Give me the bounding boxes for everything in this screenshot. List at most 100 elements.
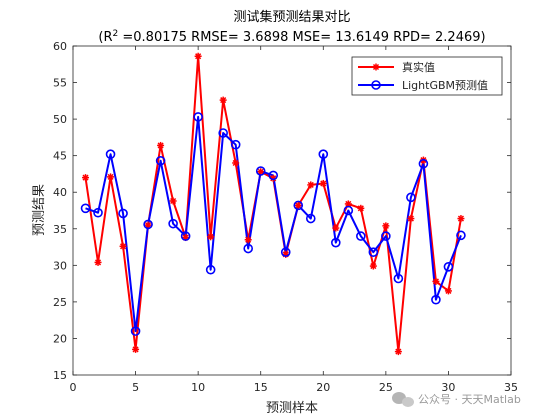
- star-stroke: [157, 142, 164, 149]
- axis-ticks: 0 5 10 15 20 25 30 35 15 20 25 30 35 40 45 50 55 60: [53, 40, 518, 394]
- star-stroke: [382, 222, 389, 229]
- y-tick-label: 50: [53, 113, 67, 126]
- y-tick-label: 30: [53, 259, 67, 272]
- star-stroke: [445, 287, 452, 294]
- data-point-pred: [305, 213, 316, 224]
- data-point-pred: [293, 200, 304, 211]
- data-point-true: [194, 52, 202, 60]
- star-stroke: [220, 97, 227, 104]
- data-point-true: [244, 236, 252, 244]
- star-stroke: [94, 259, 102, 266]
- data-point-true: [394, 348, 402, 356]
- data-point-true: [132, 345, 140, 353]
- data-point-pred: [93, 207, 103, 218]
- legend: 真实值 LightGBM预测值: [351, 56, 503, 96]
- star-stroke: [257, 168, 264, 175]
- data-point-true: [257, 168, 265, 176]
- data-point-pred: [381, 231, 391, 241]
- data-point-pred: [205, 264, 216, 275]
- data-point-true: [219, 96, 227, 104]
- subtitle-metrics: =0.80175 RMSE= 3.6898 MSE= 13.6149 RPD= …: [118, 30, 485, 45]
- x-tick-label: 20: [316, 381, 330, 394]
- chart-subtitle: (R2 =0.80175 RMSE= 3.6898 MSE= 13.6149 R…: [98, 29, 485, 45]
- data-point-true: [157, 141, 165, 149]
- data-point-true: [432, 277, 440, 285]
- x-tick-label: 35: [504, 381, 518, 394]
- star-stroke: [357, 205, 364, 212]
- data-point-true: [144, 221, 152, 229]
- plot-area: [72, 45, 512, 376]
- x-tick-label: 10: [191, 381, 205, 394]
- data-point-true: [407, 215, 415, 223]
- subtitle-r: (R: [98, 30, 112, 45]
- data-point-pred: [105, 149, 116, 160]
- wechat-icon: [392, 392, 414, 407]
- star-stroke: [457, 215, 464, 222]
- y-tick-label: 60: [53, 40, 67, 53]
- legend-marker-pred: [371, 80, 381, 90]
- data-point-pred: [155, 155, 166, 166]
- data-point-pred: [431, 294, 441, 305]
- legend-label-true: 真实值: [402, 60, 435, 74]
- star-stroke: [107, 173, 114, 180]
- data-point-pred: [343, 205, 354, 216]
- y-tick-label: 15: [53, 369, 67, 382]
- star-stroke: [195, 53, 202, 60]
- watermark: 公众号 · 天天Matlab: [392, 392, 521, 407]
- y-tick-label: 55: [53, 77, 67, 90]
- x-tick-label: 5: [132, 381, 139, 394]
- data-point-pred: [268, 170, 279, 181]
- data-point-true: [119, 242, 127, 250]
- data-point-true: [444, 287, 452, 295]
- data-point-pred: [418, 158, 429, 169]
- data-point-pred: [180, 231, 191, 241]
- watermark-text: 公众号 · 天天Matlab: [418, 393, 521, 406]
- data-point-pred: [118, 208, 128, 219]
- legend-marker-true: [372, 63, 380, 71]
- star-stroke: [320, 180, 327, 187]
- data-point-pred: [143, 219, 153, 230]
- legend-star: [372, 63, 380, 71]
- y-tick-label: 25: [53, 296, 67, 309]
- data-point-pred: [280, 247, 291, 257]
- data-point-pred: [406, 192, 416, 203]
- star-stroke: [395, 348, 402, 355]
- data-point-pred: [393, 273, 404, 284]
- data-point-true: [232, 159, 240, 167]
- data-point-pred: [443, 261, 454, 272]
- data-point-pred: [218, 128, 228, 138]
- y-tick-label: 35: [53, 223, 67, 236]
- x-tick-label: 0: [70, 381, 77, 394]
- data-point-true: [169, 197, 177, 205]
- legend-label-pred: LightGBM预测值: [402, 79, 488, 92]
- data-point-pred: [356, 231, 366, 241]
- data-point-true: [369, 262, 377, 270]
- star-stroke: [232, 159, 239, 167]
- y-tick-label: 40: [53, 186, 67, 199]
- data-point-pred: [243, 243, 253, 254]
- data-point-pred: [330, 237, 341, 248]
- star-stroke: [170, 197, 177, 205]
- star-stroke: [295, 202, 302, 209]
- data-point-true: [319, 179, 327, 187]
- y-axis-label: 预测结果: [32, 184, 47, 236]
- star-stroke: [307, 181, 314, 188]
- data-point-true: [357, 204, 365, 212]
- data-point-pred: [318, 149, 329, 160]
- data-point-pred: [168, 218, 178, 229]
- data-point-true: [107, 173, 115, 181]
- star-stroke: [245, 236, 252, 243]
- y-tick-label: 20: [53, 332, 67, 345]
- star-stroke: [407, 215, 414, 222]
- x-axis-label: 预测样本: [266, 401, 318, 416]
- data-point-pred: [255, 166, 266, 176]
- data-point-pred: [230, 139, 241, 150]
- star-stroke: [432, 278, 439, 285]
- subtitle-superscript: 2: [113, 29, 119, 39]
- data-point-true: [294, 201, 302, 209]
- data-point-true: [307, 181, 315, 189]
- chart-title: 测试集预测结果对比: [233, 9, 350, 25]
- star-stroke: [132, 346, 139, 353]
